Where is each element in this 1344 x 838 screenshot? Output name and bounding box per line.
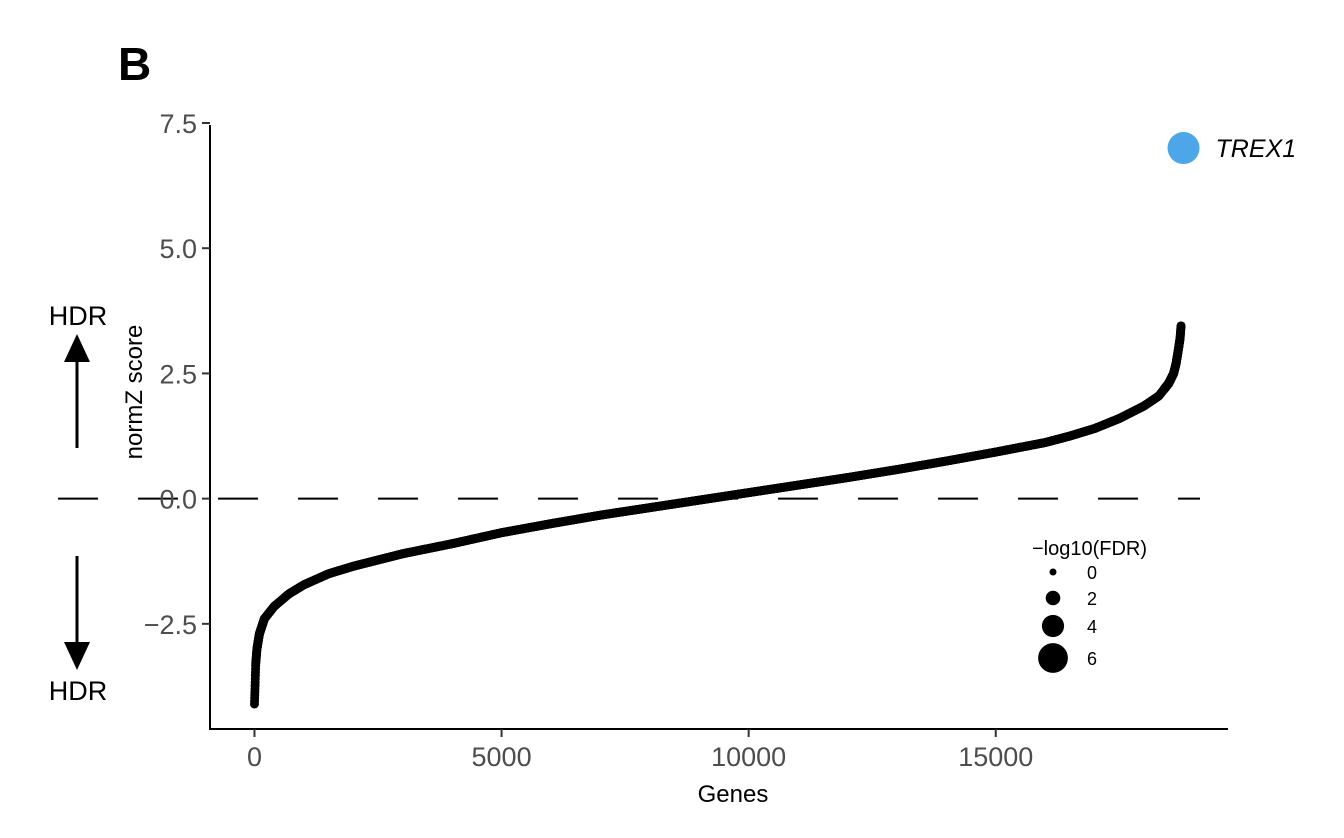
arrow-down-icon <box>64 556 90 670</box>
hdr-up-label: HDR <box>49 301 108 331</box>
legend-label: 2 <box>1087 589 1097 609</box>
highlight-label: TREX1 <box>1216 135 1297 163</box>
x-axis-title: Genes <box>698 781 769 808</box>
y-tick-label: 2.5 <box>159 359 197 389</box>
legend-label: 6 <box>1087 649 1097 669</box>
legend-size-key <box>1041 614 1065 638</box>
x-tick-label: 5000 <box>472 742 532 772</box>
y-axis-ticks: −2.5 0.0 2.5 5.0 7.5 <box>144 109 210 640</box>
x-tick-label: 10000 <box>711 742 786 772</box>
points-layer <box>249 321 1186 709</box>
legend-size-key <box>1045 590 1061 606</box>
legend-label: 4 <box>1087 617 1097 637</box>
y-tick-label: 7.5 <box>159 109 197 139</box>
legend-size-key <box>1049 568 1057 576</box>
y-axis-title: normZ score <box>121 325 148 460</box>
x-axis-ticks: 0 5000 10000 15000 <box>247 729 1033 772</box>
y-tick-label: 0.0 <box>159 485 197 515</box>
panel-label: B <box>118 38 151 90</box>
y-tick-label: 5.0 <box>159 234 197 264</box>
hdr-down-label: HDR <box>49 676 108 706</box>
y-tick-label: −2.5 <box>144 610 197 640</box>
legend-title: −log10(FDR) <box>1032 538 1147 560</box>
highlight-layer: TREX1 <box>1167 132 1297 165</box>
legend-size-key <box>1038 643 1068 673</box>
arrow-up-icon <box>64 334 90 448</box>
x-tick-label: 15000 <box>958 742 1033 772</box>
data-point <box>1176 321 1186 331</box>
legend-label: 0 <box>1087 563 1097 583</box>
legend: −log10(FDR) 0 2 4 6 <box>1032 538 1147 673</box>
highlight-point <box>1167 132 1200 165</box>
x-tick-label: 0 <box>247 742 262 772</box>
